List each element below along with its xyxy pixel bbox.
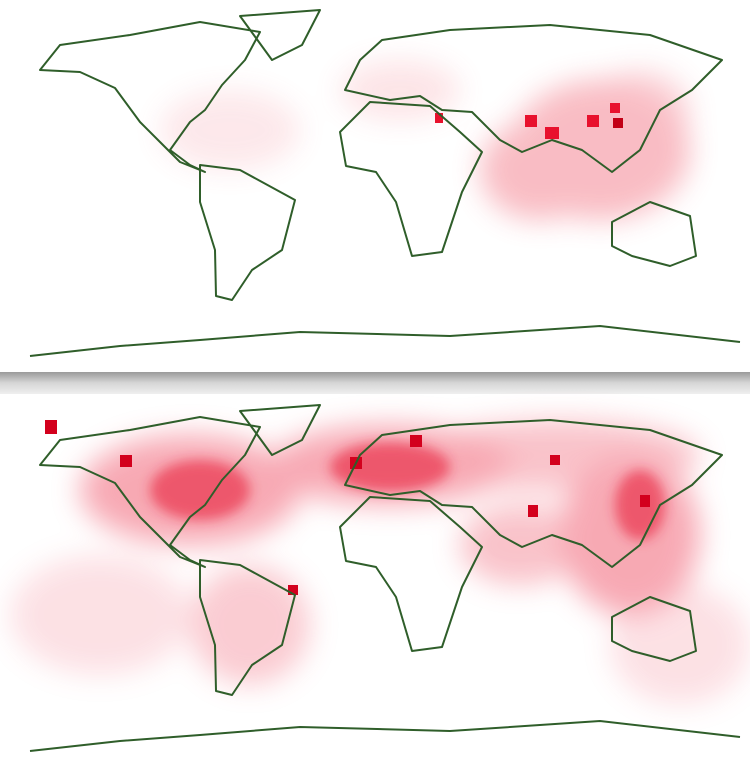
map-top — [0, 0, 750, 372]
panel-divider — [0, 372, 750, 394]
heat-cells — [45, 420, 650, 595]
heat-cells — [435, 103, 623, 139]
map-bottom — [0, 395, 750, 767]
